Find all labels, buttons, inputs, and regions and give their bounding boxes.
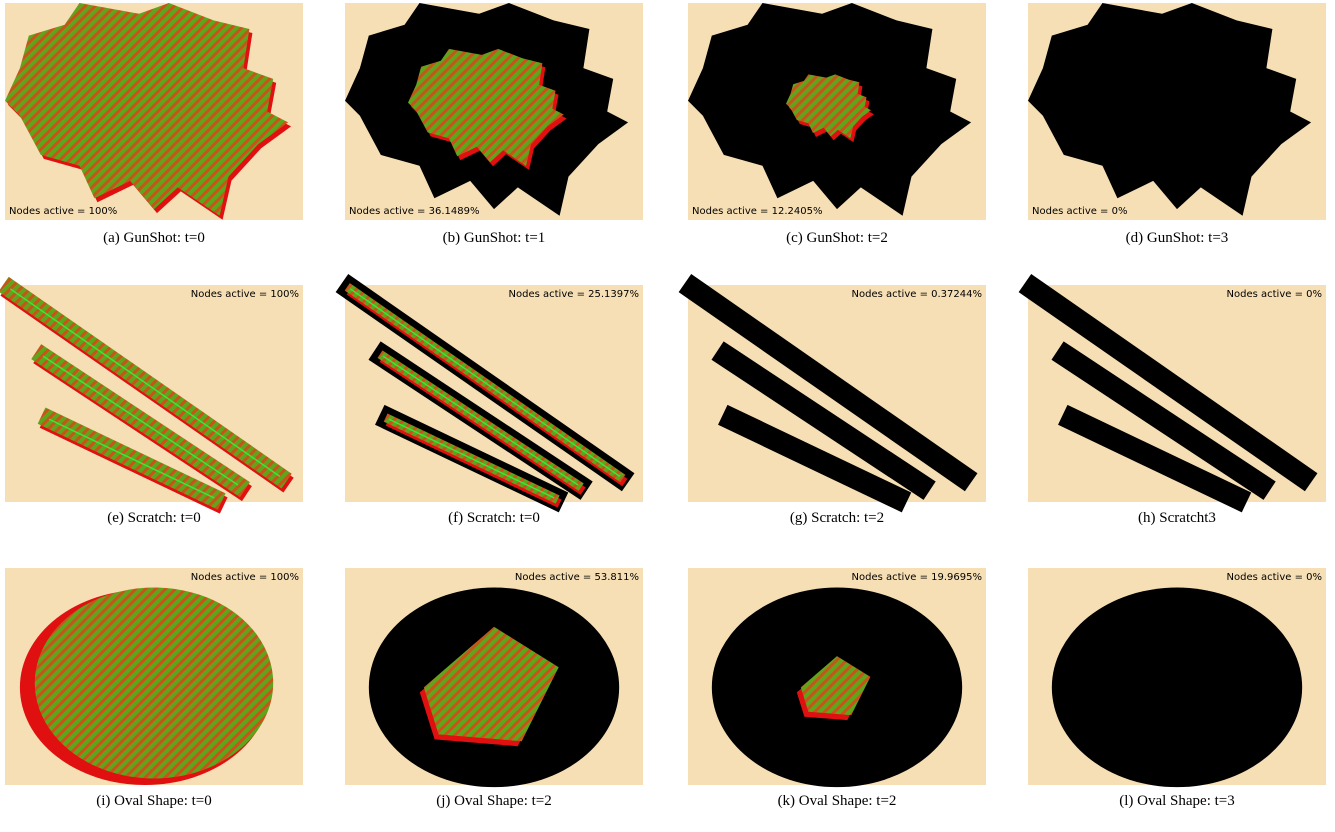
active-edge <box>382 355 579 486</box>
damage-region <box>711 341 936 500</box>
panel: Nodes active = 100% (e) Scratch: t=0 <box>0 276 303 526</box>
panel: Nodes active = 53.811% (j) Oval Shape: t=… <box>345 568 643 809</box>
panel: Nodes active = 100% (a) GunShot: t=0 <box>5 3 303 246</box>
active-edge <box>9 288 281 478</box>
caption: (b) GunShot: t=1 <box>443 230 546 246</box>
panel: Nodes active = 0% (l) Oval Shape: t=3 <box>1028 568 1326 809</box>
overlay-label: Nodes active = 0.37244% <box>852 289 982 300</box>
panel: Nodes active = 0% (d) GunShot: t=3 <box>1028 3 1326 246</box>
panel: Nodes active = 19.9695% (k) Oval Shape: t… <box>688 568 986 809</box>
caption: (g) Scratch: t=2 <box>790 510 884 526</box>
overlay-label: Nodes active = 25.1397% <box>509 289 639 300</box>
overlay-label: Nodes active = 19.9695% <box>852 572 982 583</box>
caption: (j) Oval Shape: t=2 <box>436 793 552 809</box>
active-region <box>5 3 289 216</box>
overlay-label: Nodes active = 100% <box>191 289 299 300</box>
overlay-label: Nodes active = 53.811% <box>515 572 639 583</box>
damage-region <box>718 404 912 513</box>
active-region <box>423 626 559 742</box>
panel: Nodes active = 25.1397% (f) Scratch: t=0 <box>335 274 643 526</box>
damage-region <box>1018 274 1318 492</box>
caption: (a) GunShot: t=0 <box>103 230 205 246</box>
damage-region <box>1051 341 1276 500</box>
caption: (i) Oval Shape: t=0 <box>96 793 212 809</box>
overlay-label: Nodes active = 0% <box>1227 289 1322 300</box>
overlay-label: Nodes active = 0% <box>1227 572 1322 583</box>
caption: (h) Scratcht3 <box>1138 510 1216 526</box>
panel: Nodes active = 0.37244% (g) Scratch: t=2 <box>678 274 986 526</box>
panel: Nodes active = 36.1489% (b) GunShot: t=1 <box>345 3 643 246</box>
caption: (f) Scratch: t=0 <box>448 510 540 526</box>
caption: (l) Oval Shape: t=3 <box>1119 793 1235 809</box>
overlay-label: Nodes active = 12.2405% <box>692 206 822 217</box>
panel: Nodes active = 12.2405% (c) GunShot: t=2 <box>688 3 986 246</box>
overlay-label: Nodes active = 100% <box>9 206 117 217</box>
panel: Nodes active = 0% (h) Scratcht3 <box>1018 274 1326 526</box>
damage-region <box>1058 404 1252 513</box>
damage-region <box>678 274 978 492</box>
caption: (e) Scratch: t=0 <box>107 510 200 526</box>
panel: Nodes active = 100% (i) Oval Shape: t=0 <box>5 568 303 809</box>
caption: (d) GunShot: t=3 <box>1126 230 1229 246</box>
overlay-label: Nodes active = 36.1489% <box>349 206 479 217</box>
active-region <box>34 587 274 779</box>
damage-region <box>1028 3 1312 216</box>
active-edge <box>42 355 239 486</box>
caption: (k) Oval Shape: t=2 <box>778 793 897 809</box>
active-edge <box>48 418 215 499</box>
damage-region <box>1051 587 1303 788</box>
overlay-label: Nodes active = 100% <box>191 572 299 583</box>
active-edge <box>349 288 621 478</box>
active-region <box>408 48 564 166</box>
overlay-label: Nodes active = 0% <box>1032 206 1127 217</box>
active-region <box>786 74 871 139</box>
caption: (c) GunShot: t=2 <box>786 230 888 246</box>
active-region <box>800 656 871 716</box>
active-edge <box>388 418 555 499</box>
